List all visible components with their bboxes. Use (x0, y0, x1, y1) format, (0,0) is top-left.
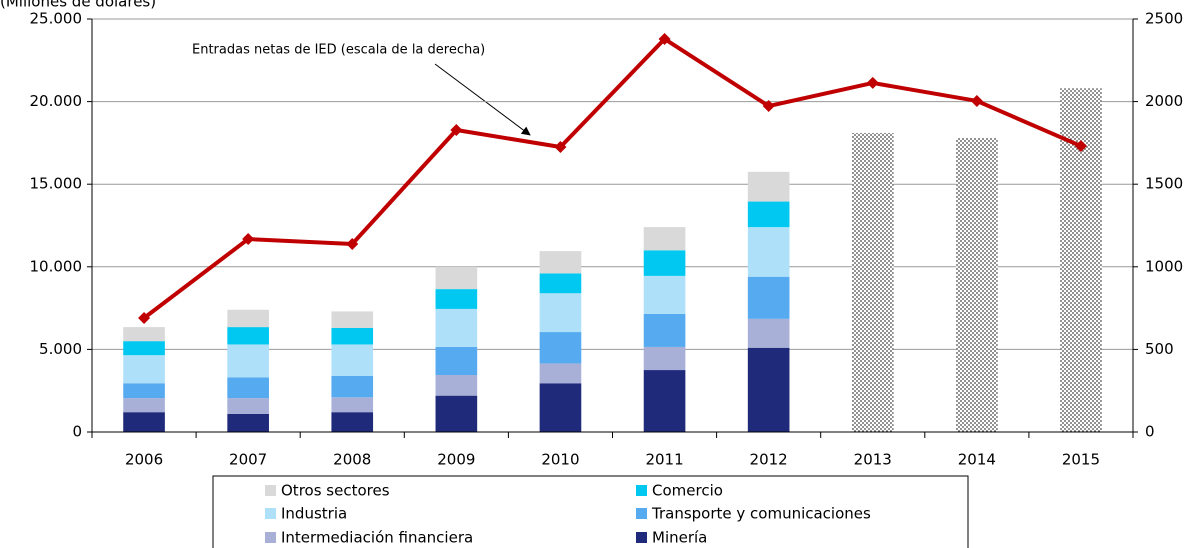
line-marker (138, 312, 151, 325)
line-marker (346, 238, 359, 251)
x-tick-label: 2007 (229, 451, 267, 469)
legend-label: Intermediación financiera (281, 529, 473, 547)
y-tick-label: 25.000 (30, 10, 83, 28)
legend-label: Transporte y comunicaciones (651, 505, 871, 523)
x-tick-label: 2010 (541, 451, 579, 469)
bar-segment (747, 318, 790, 348)
y-tick-label: 15.000 (30, 175, 83, 193)
bar-segment (643, 250, 686, 276)
bar-segment (123, 398, 165, 413)
legend-swatch (636, 485, 647, 496)
line (142, 36, 1082, 320)
bar-segment (643, 370, 686, 432)
bar-segment (747, 347, 790, 432)
legend-swatch (265, 532, 276, 543)
y-tick-label: 0 (72, 423, 82, 441)
bar-segment (435, 308, 478, 347)
bar-segment (539, 273, 582, 294)
bar-segment (643, 313, 686, 347)
bar-segment (539, 251, 582, 274)
x-tick-label: 2006 (125, 451, 163, 469)
line-marker (554, 141, 567, 154)
bar-segment (643, 227, 686, 251)
bar-segment (643, 275, 686, 314)
x-tick-label: 2014 (958, 451, 996, 469)
y-tick-label: 20.000 (30, 92, 83, 110)
bar-segment (227, 344, 269, 378)
annotation-arrow (434, 63, 531, 136)
y-tick-label: 5.000 (39, 340, 82, 358)
bar-segment (123, 355, 165, 384)
line-marker (970, 94, 983, 107)
bar-segment (747, 171, 790, 202)
line-marker (450, 124, 463, 137)
y2-tick-label: 2000 (1145, 92, 1183, 110)
legend (212, 475, 969, 548)
bar-segment (123, 341, 165, 356)
bar-segment (123, 327, 165, 342)
bar-segment (227, 398, 269, 414)
y2-tick-label: 500 (1145, 340, 1174, 358)
bar-segment (435, 266, 478, 290)
bar-segment (435, 346, 478, 376)
y2-tick-label: 2500 (1145, 10, 1183, 28)
y2-tick-label: 0 (1145, 423, 1155, 441)
x-tick-label: 2011 (645, 451, 683, 469)
bar-segment (747, 227, 790, 277)
bar-segment (331, 311, 374, 328)
x-tick-label: 2015 (1062, 451, 1100, 469)
y-tick-label: 10.000 (30, 257, 83, 275)
bar-segment (643, 346, 686, 371)
legend-swatch (265, 485, 276, 496)
line-marker (762, 100, 775, 113)
bar-segment (747, 201, 790, 228)
bar-segment (227, 309, 269, 328)
y2-tick-label: 1000 (1145, 257, 1183, 275)
bar-segment (227, 413, 269, 432)
bar-segment (435, 375, 478, 396)
bar-segment (435, 395, 478, 432)
bar-segment (539, 332, 582, 364)
bar-segment (435, 289, 478, 309)
line-marker (1074, 140, 1087, 153)
bar-segment (123, 412, 165, 432)
legend-label: Comercio (652, 482, 723, 500)
legend-label: Minería (652, 529, 707, 547)
legend-label: Otros sectores (281, 482, 390, 500)
bar-segment (227, 377, 269, 399)
bar-segment (331, 344, 374, 376)
bar-segment (123, 383, 165, 399)
estimate-bar (956, 137, 998, 432)
bar-segment (539, 383, 582, 432)
legend-label: Industria (281, 505, 347, 523)
bar-segment (331, 412, 374, 432)
bar-segment (539, 293, 582, 333)
bar-segment (331, 327, 374, 345)
legend-swatch (636, 532, 647, 543)
subtitle: (Millones de dólares) (0, 0, 156, 11)
bar-segment (539, 363, 582, 384)
x-tick-label: 2009 (437, 451, 475, 469)
x-tick-label: 2008 (333, 451, 371, 469)
bar-segment (227, 327, 269, 345)
estimate-bar (851, 132, 894, 432)
x-tick-label: 2013 (854, 451, 892, 469)
annotation: Entradas netas de IED (escala de la dere… (192, 43, 485, 58)
line-marker (658, 32, 671, 45)
y2-tick-label: 1500 (1145, 175, 1183, 193)
bar-segment (331, 397, 374, 413)
x-tick-label: 2012 (750, 451, 788, 469)
legend-swatch (265, 508, 276, 519)
legend-swatch (636, 508, 647, 519)
line-marker (242, 233, 255, 246)
bar-segment (331, 375, 374, 398)
bar-segment (747, 276, 790, 319)
line-marker (866, 76, 879, 89)
